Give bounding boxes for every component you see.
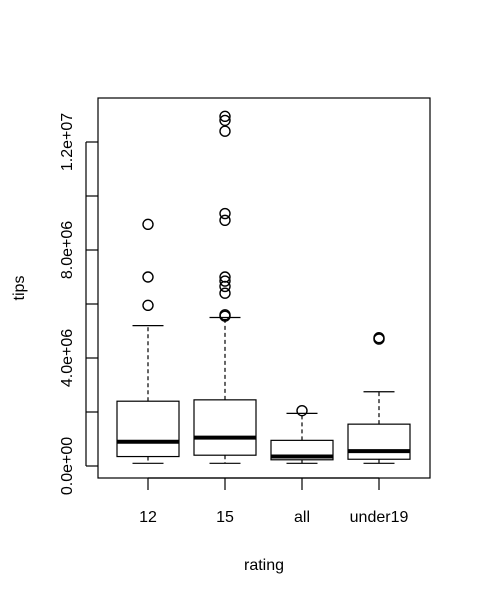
outlier-point-15-9 xyxy=(219,114,231,127)
boxes-layer xyxy=(116,110,411,464)
outlier-point-15-4 xyxy=(219,275,231,287)
outlier-point-15-8 xyxy=(219,125,231,137)
box-group-15 xyxy=(193,110,257,464)
outlier-point-15-6 xyxy=(219,214,231,227)
x-axis: 12 15 all under19 xyxy=(139,477,409,526)
outlier-point-all-0 xyxy=(296,404,308,417)
box-group-all xyxy=(270,404,334,464)
box-group-12 xyxy=(116,218,180,464)
outlier-point-15-10 xyxy=(219,110,231,123)
x-tick-label-all: all xyxy=(294,509,310,526)
y-tick-label-4: 8.0e+06 xyxy=(59,221,76,279)
x-tick-label-under19: under19 xyxy=(350,509,409,526)
outlier-point-15-2 xyxy=(219,287,231,299)
outlier-point-15-7 xyxy=(219,207,231,220)
outlier-point-12-0 xyxy=(142,299,154,312)
outlier-point-12-1 xyxy=(142,271,154,283)
outlier-point-15-5 xyxy=(219,271,231,283)
x-axis-label: rating xyxy=(244,557,284,574)
y-tick-label-6: 1.2e+07 xyxy=(59,113,76,171)
outlier-point-12-2 xyxy=(142,218,154,231)
y-axis: 0.0e+00 4.0e+06 8.0e+06 1.2e+07 xyxy=(59,113,98,495)
y-axis-label: tips xyxy=(11,276,28,301)
box-group-under19 xyxy=(347,332,411,464)
outlier-point-15-1 xyxy=(219,309,231,321)
box-iqr-under19 xyxy=(347,423,411,460)
y-tick-label-2: 4.0e+06 xyxy=(59,329,76,387)
box-iqr-12 xyxy=(116,400,180,458)
y-tick-label-0: 0.0e+00 xyxy=(59,437,76,495)
x-tick-label-12: 12 xyxy=(139,509,157,526)
x-tick-label-15: 15 xyxy=(216,509,234,526)
outlier-point-under19-1 xyxy=(373,332,385,344)
box-iqr-15 xyxy=(193,399,257,456)
